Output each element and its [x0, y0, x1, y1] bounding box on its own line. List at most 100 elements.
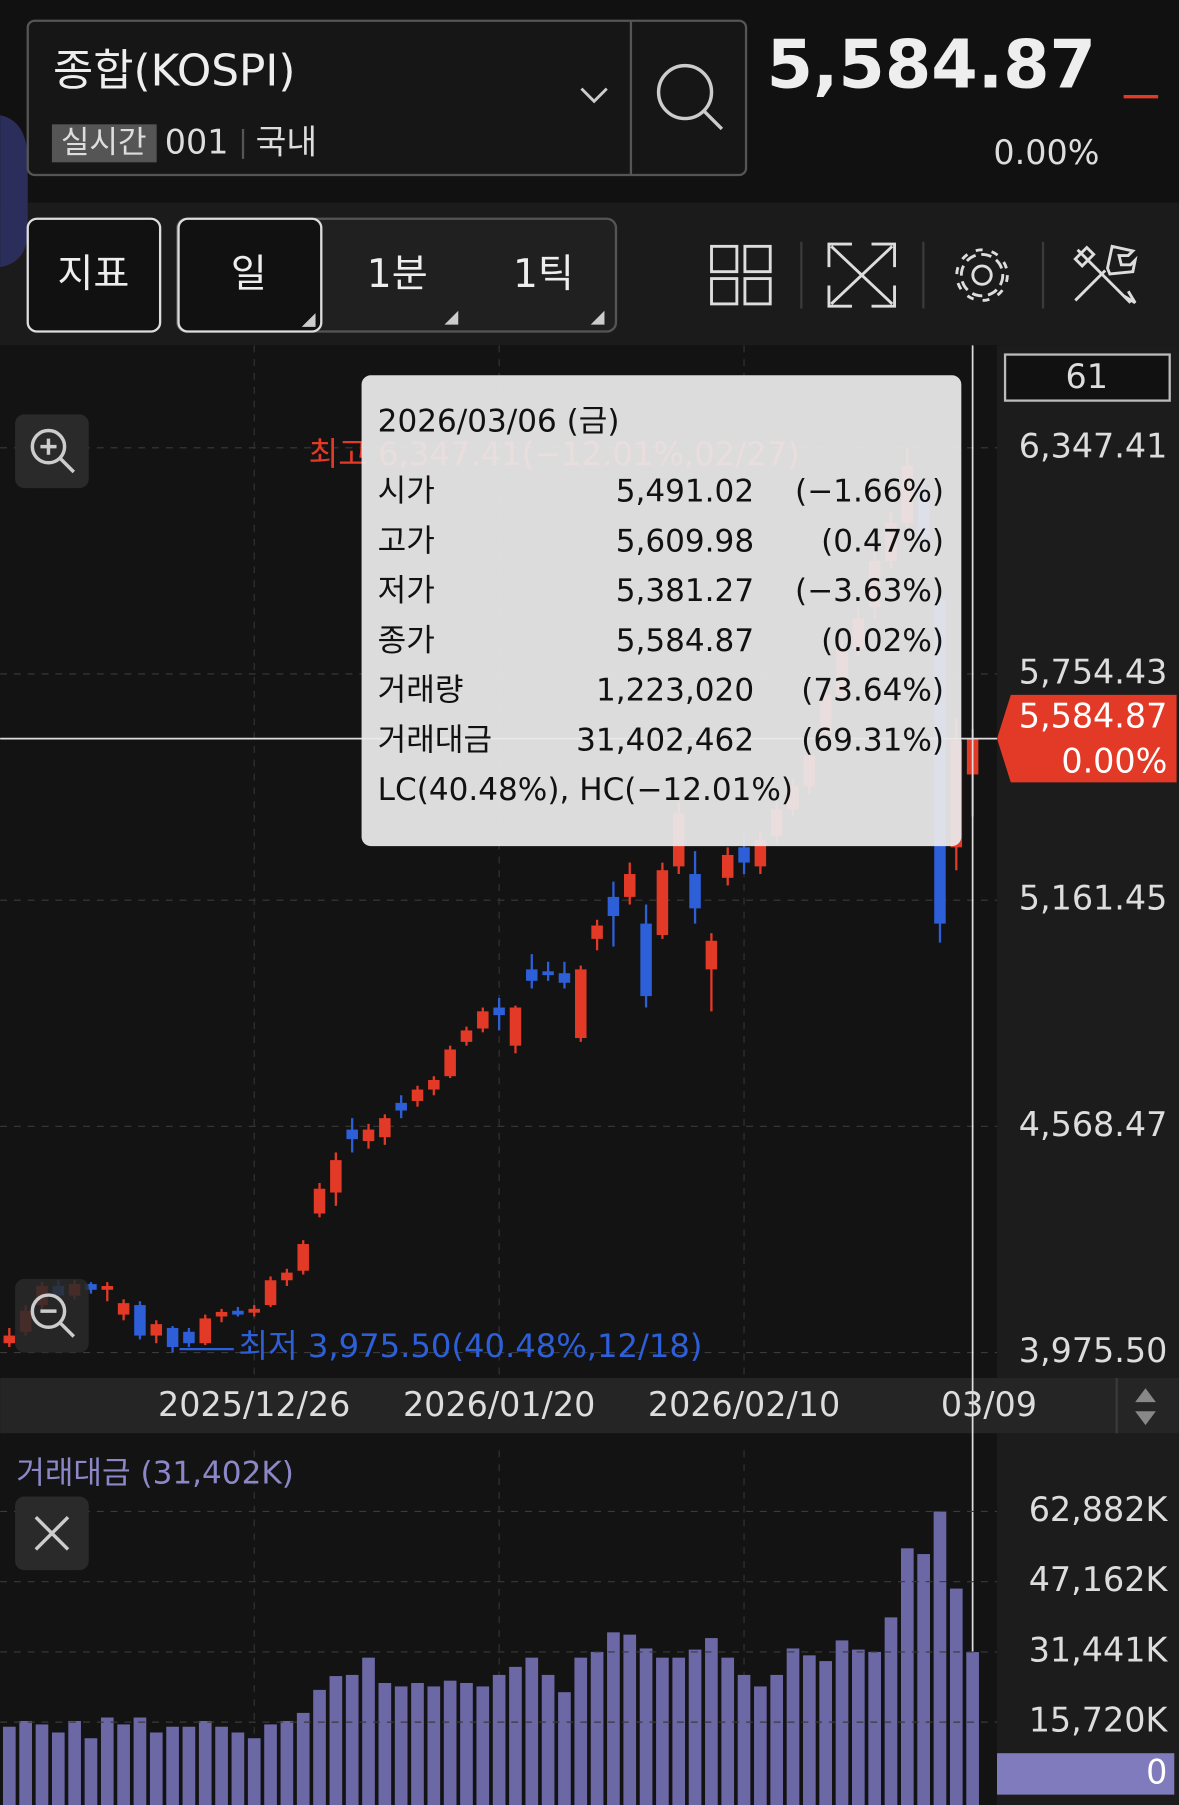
candle-body: [656, 870, 669, 936]
y-tick-label: 5,161.45: [1019, 879, 1168, 918]
volume-bar: [329, 1676, 343, 1805]
tooltip-change: (−1.66%): [795, 474, 944, 510]
axis-panel: [997, 345, 1179, 1805]
volume-bar: [215, 1726, 228, 1805]
volume-bar: [411, 1682, 424, 1805]
volume-bar: [949, 1588, 963, 1805]
candle-body: [640, 923, 652, 997]
volume-bar: [590, 1651, 604, 1805]
button-label: 일: [231, 252, 267, 297]
tooltip-change: (73.64%): [801, 673, 944, 709]
volume-bar: [868, 1651, 881, 1805]
candle-body: [477, 1011, 489, 1029]
y-tick-label: 0: [1146, 1752, 1167, 1791]
period-button[interactable]: [177, 217, 323, 333]
tooltip-value: 1,223,020: [596, 673, 754, 709]
candle-body: [509, 1007, 522, 1046]
candle-body: [379, 1118, 391, 1138]
candle-body: [444, 1049, 456, 1077]
side-tab[interactable]: [0, 115, 28, 268]
zoom-icon: [40, 438, 76, 474]
volume-bar: [574, 1657, 588, 1805]
y-tick-label: 3,975.50: [1019, 1331, 1168, 1370]
volume-bar: [525, 1657, 539, 1805]
candle-body: [281, 1272, 293, 1281]
volume-bar: [394, 1686, 408, 1805]
button-label: 지표: [57, 252, 129, 297]
volume-bar: [852, 1649, 865, 1805]
tooltip-label: 거래대금: [378, 722, 492, 758]
candle-body: [526, 969, 538, 981]
volume-bar: [313, 1689, 326, 1805]
badge-bg: [51, 124, 157, 163]
volume-bar: [247, 1738, 261, 1805]
volume-bar: [133, 1717, 147, 1805]
tooltip-change: (0.02%): [821, 623, 944, 659]
close-button[interactable]: [15, 1496, 89, 1571]
candle-body: [575, 969, 587, 1039]
last-price: 5,584.87: [1019, 696, 1168, 735]
y-tick-label: 6,347.41: [1019, 426, 1168, 465]
settings-icon[interactable]: [955, 248, 1009, 302]
tooltip-label: 저가: [378, 573, 435, 609]
search-button[interactable]: [656, 63, 724, 131]
volume-bar: [966, 1652, 979, 1805]
volume-bar: [639, 1648, 653, 1805]
volume-bar: [607, 1632, 620, 1805]
candle-body: [330, 1160, 342, 1193]
dropdown-icon[interactable]: [580, 87, 608, 104]
volume-bar: [688, 1649, 702, 1805]
scroll-arrows[interactable]: [1135, 1388, 1156, 1426]
candle-body: [428, 1080, 440, 1090]
zoom-in-button[interactable]: [15, 414, 89, 489]
volume-bar: [264, 1724, 277, 1805]
button-bg: [15, 1278, 89, 1353]
volume-bar: [166, 1726, 179, 1805]
cursor-box: [1003, 353, 1171, 402]
volume-bar: [362, 1657, 375, 1805]
volume-bar: [721, 1657, 735, 1805]
volume-bar: [884, 1617, 898, 1805]
y-tick-label: 47,162K: [1029, 1560, 1169, 1599]
market: 국내: [256, 122, 317, 161]
x-tick-label: 03/09: [941, 1385, 1037, 1424]
volume-bar: [492, 1674, 506, 1805]
button-label[interactable]: 1분: [367, 252, 428, 297]
symbol: 종합(KOSPI): [53, 46, 295, 97]
volume-bar: [100, 1717, 114, 1805]
candle-body: [183, 1331, 195, 1344]
candle-body: [101, 1285, 114, 1290]
candle-body: [150, 1324, 163, 1336]
volume-bar: [819, 1661, 833, 1805]
volume-bar: [476, 1686, 490, 1805]
tooltip-label: 거래량: [378, 673, 464, 709]
candle-body: [85, 1284, 97, 1290]
indicator-button[interactable]: [26, 217, 162, 333]
tools-icon[interactable]: [1073, 244, 1138, 304]
button-bg: [15, 414, 89, 489]
layout-icon[interactable]: [710, 244, 772, 306]
tooltip-label: 고가: [378, 523, 435, 559]
y-tick-label: 62,882K: [1029, 1490, 1169, 1529]
candle-body: [215, 1311, 228, 1317]
symbol-box[interactable]: [26, 19, 748, 177]
volume-bar: [558, 1692, 571, 1805]
fullscreen-icon[interactable]: [827, 242, 896, 308]
volume-bar: [460, 1682, 473, 1805]
badge: 실시간: [61, 125, 147, 161]
code: 001: [165, 122, 229, 161]
volume-bar: [770, 1674, 784, 1805]
volume-bar: [541, 1674, 555, 1805]
tooltip: 2026/03/06 (금) 시가 5,491.02 (−1.66%) 고가 5,609…: [361, 375, 962, 847]
volume-bar: [623, 1634, 637, 1805]
candle-body: [297, 1244, 309, 1271]
tooltip-value: 5,609.98: [616, 523, 754, 559]
zoom-icon: [30, 1293, 67, 1330]
zoom-out-button[interactable]: [15, 1278, 89, 1353]
volume-bar: [835, 1640, 849, 1805]
button-label[interactable]: 1틱: [513, 252, 574, 297]
volume-bar: [786, 1648, 800, 1805]
tooltip-date: 2026/03/06 (금): [378, 403, 620, 439]
x-tick-label: 2026/02/10: [648, 1385, 840, 1424]
volume-bar: [737, 1674, 751, 1805]
